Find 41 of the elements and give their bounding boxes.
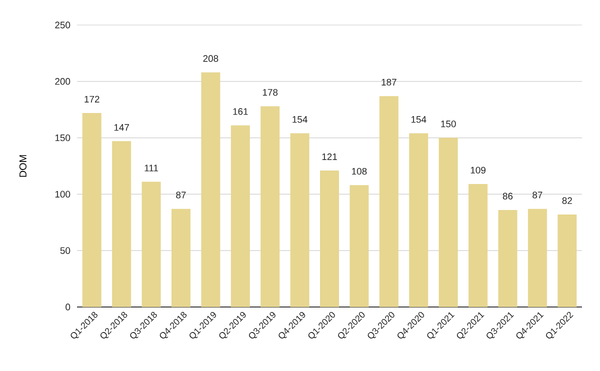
y-tick-label: 100 — [55, 190, 70, 198]
bar — [379, 96, 398, 307]
bar — [350, 185, 369, 307]
data-label: 87 — [176, 192, 186, 198]
data-label: 150 — [441, 120, 456, 128]
bar — [409, 133, 428, 307]
data-label: 82 — [562, 197, 572, 204]
bar — [112, 141, 132, 307]
data-label: 154 — [411, 116, 426, 123]
data-label: 111 — [144, 164, 158, 172]
data-label: 108 — [352, 168, 367, 175]
data-label: 208 — [203, 55, 218, 62]
bar — [498, 210, 518, 307]
bar — [82, 112, 102, 307]
data-label: 172 — [84, 96, 100, 102]
y-tick-label: 0 — [66, 304, 70, 310]
bar — [438, 138, 458, 307]
bar — [201, 72, 220, 307]
bar — [468, 184, 488, 307]
data-label: 121 — [322, 153, 337, 160]
y-axis-title: DOM — [19, 155, 26, 177]
bar — [528, 208, 547, 307]
data-label: 86 — [502, 192, 513, 200]
y-tick-label: 150 — [55, 134, 70, 142]
bar — [320, 170, 340, 307]
data-label: 109 — [470, 166, 486, 174]
y-tick-label: 50 — [60, 247, 70, 254]
bar — [558, 214, 577, 307]
data-label: 161 — [233, 108, 248, 115]
bar — [230, 125, 250, 307]
data-label: 187 — [382, 78, 396, 86]
bar — [290, 133, 310, 307]
data-label: 87 — [532, 192, 542, 198]
y-tick-label: 200 — [55, 78, 70, 85]
bar — [171, 208, 190, 307]
bar — [260, 106, 280, 307]
bar — [142, 182, 161, 307]
data-label: 147 — [114, 124, 129, 131]
data-label: 178 — [262, 88, 278, 96]
data-label: 154 — [292, 116, 308, 123]
y-tick-label: 250 — [55, 22, 70, 28]
